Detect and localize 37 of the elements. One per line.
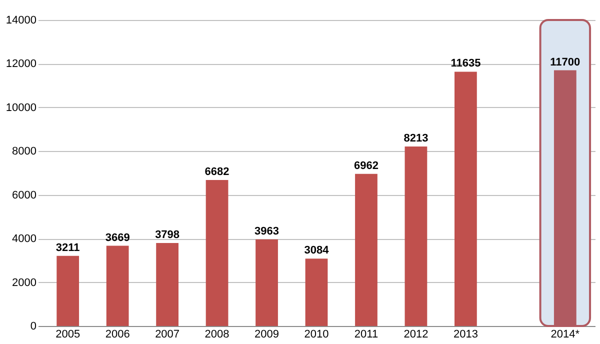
y-tick-label: 14000 (6, 14, 36, 26)
y-tick-label: 6000 (12, 189, 36, 202)
bar (156, 242, 178, 326)
y-tick-label: 0 (30, 320, 36, 332)
y-tick-label: 2000 (12, 276, 36, 289)
bar (106, 246, 129, 326)
data-label: 3798 (155, 228, 180, 241)
y-tick-label: 8000 (12, 146, 36, 158)
data-label: 6962 (354, 160, 378, 172)
data-label: 3669 (105, 232, 130, 244)
bar (256, 239, 278, 326)
x-tick-label: 2014* (550, 328, 580, 340)
bar (404, 146, 428, 326)
bar (305, 258, 328, 326)
x-tick-label: 2005 (56, 328, 80, 340)
x-tick-label: 2012 (404, 328, 428, 340)
bar (454, 72, 477, 326)
x-tick-label: 2011 (354, 328, 378, 340)
data-label: 11635 (450, 58, 481, 70)
y-tick-label: 4000 (12, 233, 36, 246)
data-label: 3084 (304, 244, 330, 257)
data-label: 6682 (204, 166, 230, 178)
x-tick-label: 2008 (204, 328, 230, 340)
x-tick-label: 2006 (105, 328, 130, 340)
y-tick-label: 12000 (6, 58, 36, 70)
data-label: 8213 (404, 132, 428, 144)
data-label: 3963 (254, 225, 280, 238)
x-tick-label: 2007 (155, 328, 180, 340)
bar (355, 174, 378, 326)
bar (206, 180, 228, 326)
x-tick-label: 2009 (254, 328, 280, 340)
data-label: 11700 (550, 56, 580, 68)
y-tick-label: 10000 (6, 102, 36, 114)
x-tick-label: 2013 (453, 328, 478, 340)
data-label: 3211 (56, 242, 80, 254)
x-tick-label: 2010 (304, 328, 329, 340)
bar (56, 256, 80, 326)
